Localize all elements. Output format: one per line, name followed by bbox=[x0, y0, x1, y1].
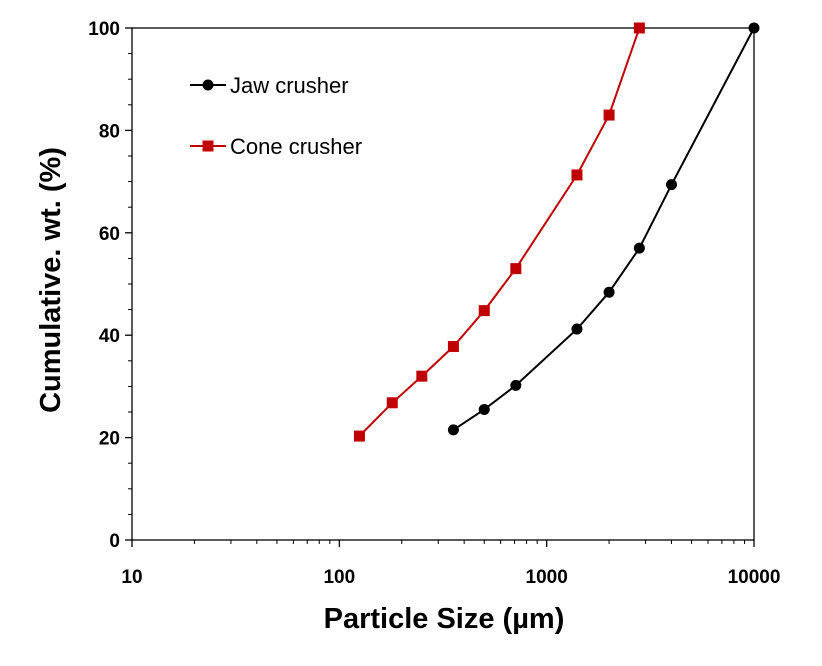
y-axis-title: Cumulative. wt. (%) bbox=[35, 147, 67, 413]
x-tick-label: 10000 bbox=[728, 567, 781, 588]
legend-marker-circle bbox=[202, 79, 214, 91]
y-tick-label: 60 bbox=[99, 224, 120, 245]
data-point-cone-crusher bbox=[633, 22, 645, 34]
plot-frame bbox=[131, 27, 755, 541]
data-point-jaw-crusher bbox=[603, 286, 615, 298]
x-tick-label: 10 bbox=[121, 567, 142, 588]
series-line-jaw-crusher bbox=[452, 27, 755, 431]
series-layer bbox=[353, 22, 760, 442]
x-axis-title: Particle Size (µm) bbox=[324, 603, 565, 635]
legend-marker-square bbox=[202, 140, 214, 152]
series-cone-crusher bbox=[353, 22, 645, 442]
data-point-cone-crusher bbox=[386, 397, 398, 409]
data-point-cone-crusher bbox=[478, 305, 490, 317]
y-tick-label: 80 bbox=[99, 121, 120, 142]
legend-item-cone-crusher: Cone crusher bbox=[190, 134, 362, 159]
data-point-jaw-crusher bbox=[510, 379, 522, 391]
legend: Jaw crusher Cone crusher bbox=[190, 73, 362, 159]
y-tick-label: 100 bbox=[88, 19, 120, 40]
y-tick-label: 40 bbox=[99, 326, 120, 347]
data-point-cone-crusher bbox=[447, 340, 459, 352]
legend-label: Cone crusher bbox=[230, 134, 362, 159]
data-point-cone-crusher bbox=[416, 370, 428, 382]
data-point-cone-crusher bbox=[571, 169, 583, 181]
series-jaw-crusher bbox=[447, 22, 760, 436]
data-point-cone-crusher bbox=[353, 430, 365, 442]
legend-item-jaw-crusher: Jaw crusher bbox=[190, 73, 349, 98]
data-point-cone-crusher bbox=[510, 263, 522, 275]
data-point-jaw-crusher bbox=[748, 22, 760, 34]
x-axis-ticks: 10 100 1000 10000 bbox=[121, 540, 780, 588]
data-point-cone-crusher bbox=[603, 109, 615, 121]
legend-label: Jaw crusher bbox=[230, 73, 349, 98]
series-line-cone-crusher bbox=[358, 27, 641, 437]
plot-border bbox=[131, 27, 755, 541]
x-tick-label: 100 bbox=[323, 567, 355, 588]
y-tick-label: 20 bbox=[99, 429, 120, 450]
data-point-jaw-crusher bbox=[571, 323, 583, 335]
y-tick-label: 0 bbox=[109, 531, 120, 552]
x-tick-label: 1000 bbox=[526, 567, 568, 588]
data-point-jaw-crusher bbox=[665, 179, 677, 191]
y-axis-ticks: 0 20 40 60 80 100 bbox=[88, 19, 132, 552]
data-point-jaw-crusher bbox=[447, 424, 459, 436]
data-point-jaw-crusher bbox=[478, 403, 490, 415]
data-point-jaw-crusher bbox=[633, 242, 645, 254]
